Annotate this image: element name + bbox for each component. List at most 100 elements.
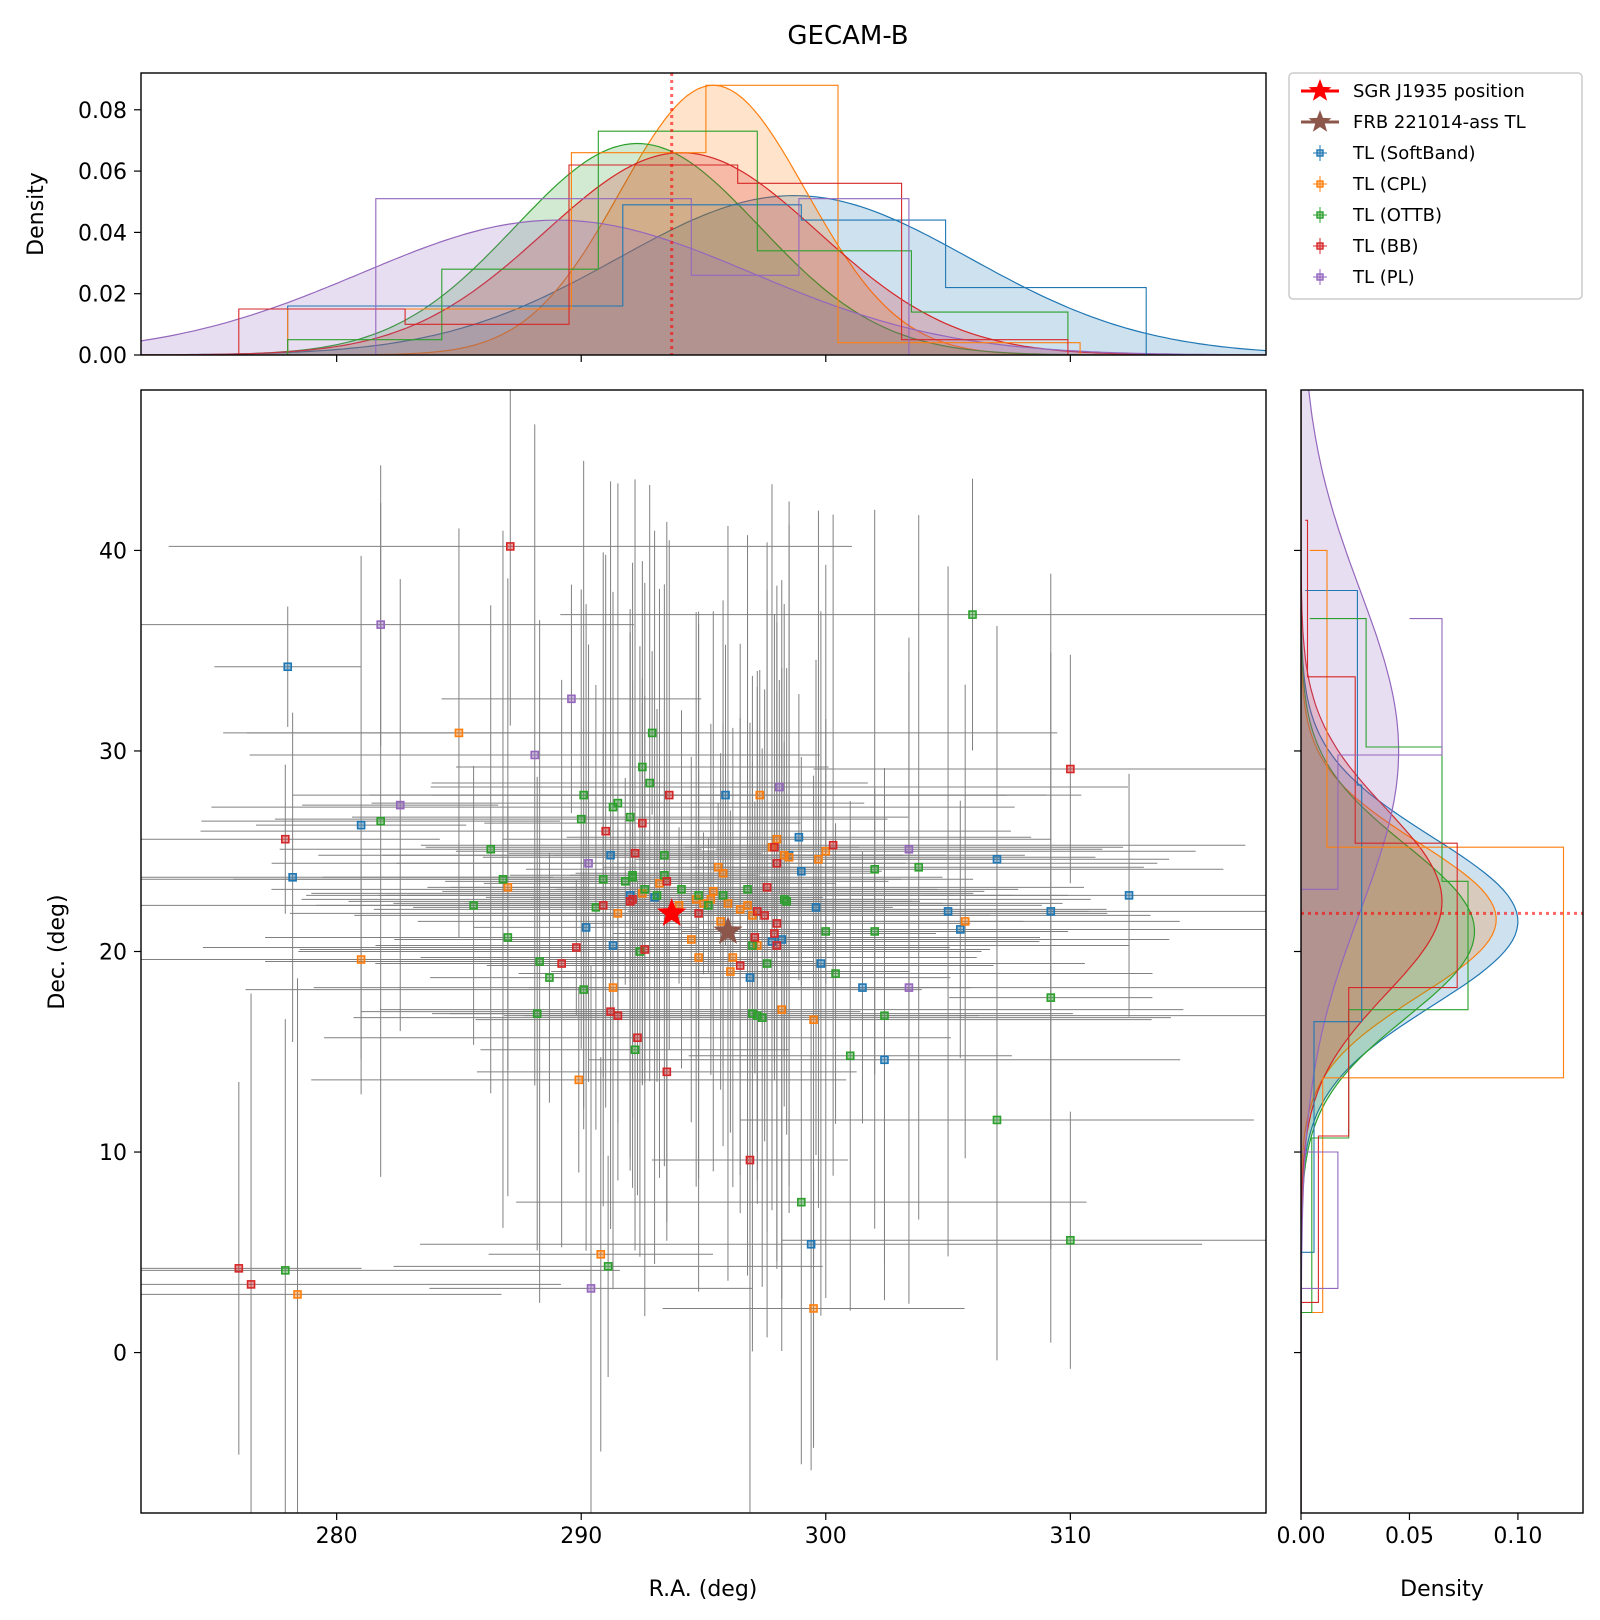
data-point [718, 868, 728, 878]
legend: SGR J1935 position FRB 221014-ass TL TL (S… [1288, 72, 1583, 300]
data-point [613, 909, 623, 918]
data-point [809, 1304, 818, 1313]
top-panel-ylabel: Density [24, 172, 49, 256]
x-tick-label: 280 [316, 1524, 358, 1549]
top-y-tick-label: 0.00 [78, 344, 127, 369]
y-axis-label: Dec. (deg) [45, 894, 70, 1009]
right-density-panel: 0.00 0.05 0.10 Density [1277, 389, 1584, 1602]
data-point [662, 877, 672, 886]
legend-star-0 [1308, 79, 1332, 101]
x-axis-label: R.A. (deg) [649, 1577, 758, 1602]
data-point [601, 826, 610, 836]
kde-fill-right-4 [1301, 390, 1399, 1513]
data-point [469, 901, 478, 910]
data-point [283, 662, 293, 672]
data-point [828, 840, 838, 850]
data-point [772, 834, 782, 844]
data-point [596, 1250, 606, 1259]
data-point [503, 883, 513, 892]
legend-label: TL (PL) [1352, 267, 1415, 288]
data-point [584, 858, 593, 868]
data-point [831, 969, 840, 978]
y-tick-label: 40 [99, 539, 127, 564]
data-point [723, 899, 733, 908]
data-point [992, 854, 1002, 864]
hist-top-2 [287, 130, 1069, 355]
data-point [779, 895, 789, 904]
data-point [598, 875, 608, 884]
hist-top-0 [287, 204, 1147, 355]
data-point [645, 778, 654, 788]
data-point [870, 864, 879, 874]
data-point [503, 933, 513, 942]
data-point [454, 728, 464, 738]
kde-line-top-0 [141, 194, 1266, 355]
y-tick-label: 20 [99, 941, 127, 966]
data-point [288, 873, 297, 882]
data-point [809, 1015, 818, 1024]
data-point [760, 911, 769, 920]
data-point [745, 1155, 755, 1165]
data-point [726, 967, 735, 976]
kde-fill-top-3 [141, 152, 1266, 355]
data-point [655, 879, 664, 888]
data-point [721, 790, 730, 800]
data-point [708, 887, 718, 896]
y-tick-label: 30 [99, 740, 127, 765]
data-point [753, 907, 762, 916]
data-point [735, 961, 745, 970]
top-y-tick-label: 0.04 [78, 221, 127, 246]
data-point [718, 891, 728, 900]
data-point [650, 893, 659, 902]
data-point [613, 798, 623, 808]
data-point [757, 1013, 767, 1022]
data-point [677, 885, 686, 894]
kde-line-right-1 [1301, 390, 1497, 1513]
data-point [628, 873, 637, 882]
kde-fill-right-0 [1301, 390, 1518, 1513]
hist-top-4 [375, 198, 910, 355]
data-point [762, 883, 772, 892]
y-tick-label: 0 [113, 1342, 127, 1367]
data-point [606, 850, 615, 860]
data-point [574, 1075, 584, 1085]
data-point [753, 941, 762, 950]
kde-fill-top-1 [141, 85, 1266, 355]
data-point [797, 1197, 806, 1207]
data-point [753, 1011, 762, 1020]
data-point [960, 917, 970, 926]
data-point [280, 834, 290, 844]
data-point [704, 901, 713, 910]
data-point [904, 844, 914, 854]
data-point [794, 832, 804, 842]
legend-marker-5 [1316, 242, 1324, 250]
data-point [770, 842, 779, 852]
legend-label: TL (CPL) [1352, 174, 1427, 195]
data-point [652, 891, 662, 900]
right-x-tick-label: 0.00 [1277, 1524, 1326, 1549]
data-point [713, 862, 723, 872]
data-point [591, 903, 601, 912]
kde-fill-right-1 [1301, 390, 1497, 1513]
data-point [557, 959, 566, 968]
data-point [1066, 1235, 1075, 1245]
data-point [797, 866, 806, 876]
data-point [660, 870, 669, 880]
data-point [1066, 764, 1075, 774]
legend-label: TL (BB) [1352, 236, 1419, 257]
data-point [234, 1264, 244, 1273]
data-point [505, 542, 515, 551]
kde-fill-top-2 [141, 143, 1266, 355]
sgr-position-star [657, 897, 687, 926]
hist-right-1 [1301, 549, 1565, 1314]
data-point [1046, 907, 1056, 916]
data-point [608, 941, 618, 950]
data-point [821, 846, 831, 856]
data-point [376, 816, 385, 826]
x-tick-label: 310 [1049, 1524, 1091, 1549]
data-point [606, 1007, 615, 1016]
data-point [968, 610, 977, 619]
data-point [395, 800, 405, 810]
data-point [811, 903, 821, 912]
